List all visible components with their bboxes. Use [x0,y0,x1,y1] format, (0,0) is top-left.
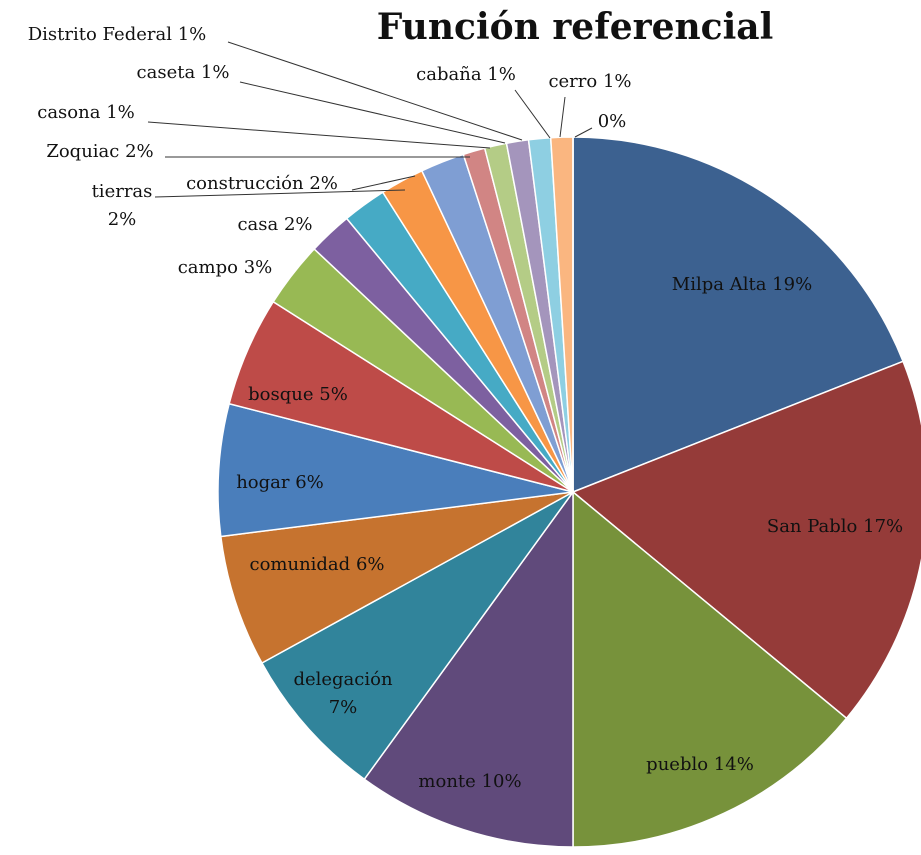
value-label: 6% [295,472,324,493]
value-label: 19% [772,274,812,295]
category-label: cabaña [416,64,482,85]
value-label: 3% [244,257,273,278]
data-label: bosque 5% [248,384,348,405]
leader-line [559,96,566,138]
category-label: bosque [248,384,313,405]
value-label: 10% [482,771,522,792]
value-label: 1% [487,64,516,85]
category-label: construcción [186,173,304,194]
category-label: caseta [137,62,196,83]
data-label: campo 3% [178,257,273,278]
category-label: Zoquiac [46,141,119,162]
leader-line [227,41,523,141]
pie-slice [571,360,921,720]
data-label: delegación 7% [293,669,393,718]
value-label: 2% [284,214,313,235]
category-label: San Pablo [767,516,858,537]
category-label: casa [237,214,278,235]
data-label: cabaña 1% [416,64,516,85]
data-label: construcción 2% [186,173,338,194]
value-label: 14% [714,754,754,775]
data-label: hogar 6% [236,472,324,493]
leader-line [239,81,506,144]
data-label: cerro 1% [548,71,631,92]
leader-line [351,175,416,191]
category-label: comunidad [249,554,350,575]
pie-slice [572,490,848,848]
value-label: 2% [108,209,137,230]
category-label: pueblo [646,754,708,775]
value-label: 7% [329,697,358,718]
category-label: monte [418,771,475,792]
chart-title: Función referencial [377,6,774,48]
value-label: 5% [319,384,348,405]
data-label: monte 10% [418,771,521,792]
data-label: tierras 2% [92,181,153,230]
data-label: Zoquiac 2% [46,141,153,162]
category-label: tierras [92,181,153,202]
value-label: 1% [201,62,230,83]
value-label: 0% [598,111,627,132]
pie-slice [572,136,905,494]
value-label: 1% [603,71,632,92]
pie-slice [363,489,574,848]
data-label: comunidad 6% [249,554,384,575]
data-label: pueblo 14% [646,754,754,775]
pie-slice [219,491,574,665]
value-label: 17% [863,516,903,537]
leader-line [147,121,491,149]
pie-slice [260,491,574,781]
category-label: hogar [236,472,290,493]
category-label: Distrito Federal [28,24,172,45]
category-label: cerro [548,71,597,92]
data-label: Milpa Alta 19% [672,274,812,295]
category-label: campo [178,257,238,278]
category-label: casona [37,102,100,123]
value-label: 2% [125,141,154,162]
data-label: caseta 1% [137,62,230,83]
leader-line [514,89,551,139]
value-label: 1% [178,24,207,45]
pie-slice [217,402,574,538]
data-label: San Pablo 17% [767,516,903,537]
data-label: casona 1% [37,102,135,123]
category-label: delegación [293,669,393,690]
value-label: 1% [106,102,135,123]
leader-line [154,189,406,198]
leader-line [574,127,593,138]
data-label: Distrito Federal 1% [28,24,207,45]
category-label: Milpa Alta [672,274,767,295]
data-label: casa 2% [237,214,312,235]
value-label: 6% [356,554,385,575]
value-label: 2% [309,173,338,194]
data-label: 0% [598,111,627,132]
